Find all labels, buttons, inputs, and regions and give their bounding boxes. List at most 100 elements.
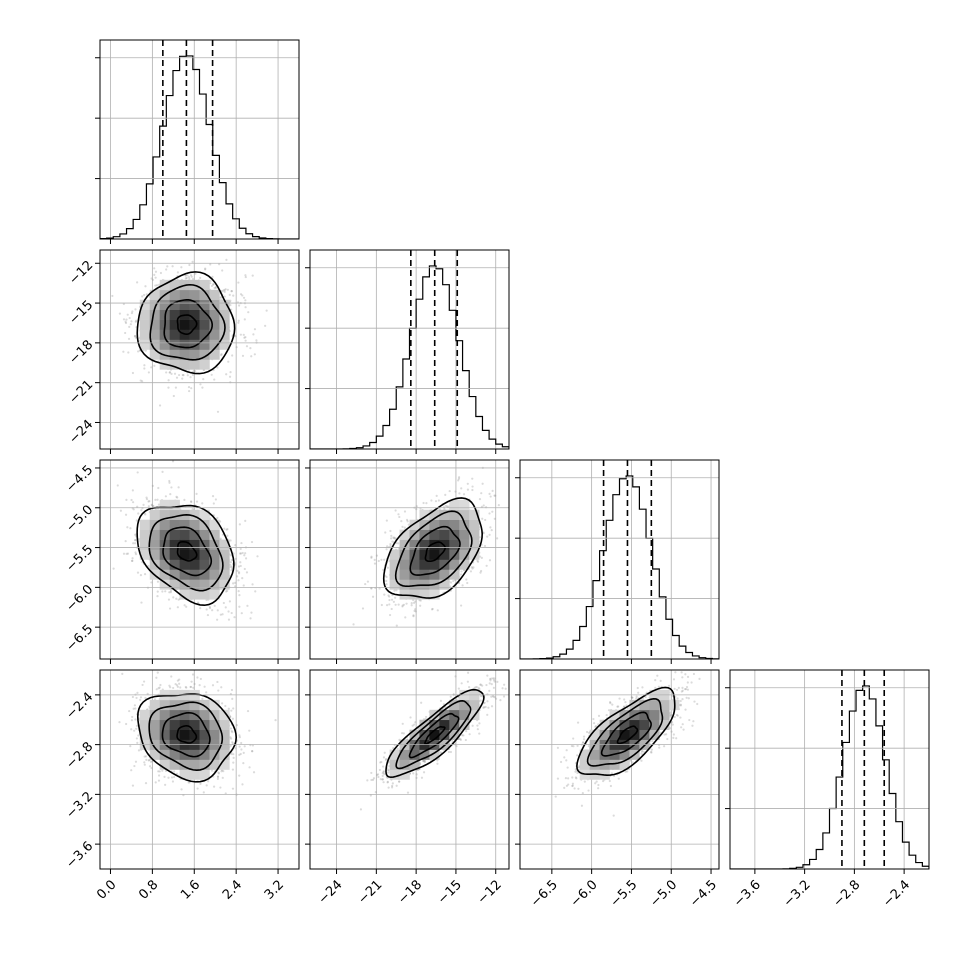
sample-point bbox=[168, 591, 171, 594]
sample-point bbox=[192, 686, 195, 689]
sample-point bbox=[385, 579, 388, 583]
density-cell bbox=[179, 569, 190, 580]
sample-point bbox=[435, 494, 438, 497]
sample-point bbox=[186, 374, 189, 377]
sample-point bbox=[392, 536, 395, 539]
sample-point bbox=[216, 618, 219, 621]
sample-point bbox=[388, 595, 391, 598]
density-cell bbox=[219, 579, 230, 590]
sample-point bbox=[126, 526, 129, 529]
density-cell bbox=[189, 509, 200, 520]
density-cell bbox=[159, 299, 170, 310]
sample-point bbox=[220, 352, 223, 356]
sample-point bbox=[206, 232, 208, 234]
sample-point bbox=[166, 265, 169, 268]
sample-point bbox=[209, 517, 212, 520]
sample-point bbox=[221, 776, 224, 779]
density-cell bbox=[189, 559, 200, 570]
sample-point bbox=[136, 505, 139, 508]
sample-point bbox=[249, 346, 252, 350]
sample-point bbox=[234, 557, 237, 560]
sample-point bbox=[250, 540, 254, 544]
sample-point bbox=[156, 580, 160, 583]
sample-point bbox=[410, 604, 413, 607]
sample-point bbox=[216, 680, 219, 684]
sample-point bbox=[204, 268, 207, 271]
sample-point bbox=[150, 581, 153, 584]
sample-point bbox=[385, 548, 388, 551]
sample-point bbox=[131, 501, 135, 504]
sample-point bbox=[154, 276, 157, 279]
sample-point bbox=[176, 271, 180, 274]
y-tick-label-1: −21 bbox=[66, 377, 96, 407]
sample-point bbox=[394, 509, 397, 512]
sample-point bbox=[145, 496, 148, 499]
sample-point bbox=[232, 582, 235, 585]
sample-point bbox=[245, 571, 249, 574]
sample-point bbox=[211, 275, 214, 279]
sample-point bbox=[389, 544, 392, 548]
density-cell bbox=[449, 539, 460, 550]
sample-point bbox=[419, 604, 422, 607]
sample-point bbox=[130, 498, 133, 502]
density-cell bbox=[409, 539, 420, 550]
sample-point bbox=[250, 611, 253, 614]
density-cell bbox=[219, 309, 230, 320]
sample-point bbox=[148, 500, 151, 503]
sample-point bbox=[216, 609, 219, 612]
sample-point bbox=[131, 784, 135, 787]
sample-point bbox=[373, 558, 376, 561]
density-cell bbox=[419, 559, 430, 570]
sample-point bbox=[157, 486, 160, 490]
sample-point bbox=[206, 613, 210, 617]
y-tick-label-4: −12 bbox=[66, 258, 96, 288]
sample-point bbox=[128, 325, 131, 328]
sample-point bbox=[239, 752, 242, 756]
sample-point bbox=[244, 274, 247, 277]
sample-point bbox=[462, 493, 466, 496]
sample-point bbox=[177, 598, 180, 601]
sample-point bbox=[238, 523, 241, 526]
sample-point bbox=[256, 555, 259, 558]
sample-point bbox=[235, 346, 238, 349]
panel-0-0 bbox=[95, 39, 300, 244]
sample-point bbox=[406, 520, 409, 523]
sample-point bbox=[237, 571, 241, 574]
density-cell bbox=[399, 579, 410, 590]
density-cell bbox=[189, 579, 200, 590]
sample-point bbox=[394, 596, 397, 599]
sample-point bbox=[187, 385, 191, 389]
sample-point bbox=[174, 386, 178, 389]
sample-point bbox=[124, 539, 127, 543]
sample-point bbox=[141, 683, 144, 687]
density-cell bbox=[449, 509, 460, 520]
sample-point bbox=[419, 599, 422, 602]
sample-point bbox=[158, 404, 162, 407]
sample-point bbox=[384, 531, 387, 534]
sample-point bbox=[159, 683, 162, 687]
density-cell bbox=[419, 549, 430, 560]
sample-point bbox=[237, 304, 241, 307]
density-cell bbox=[389, 569, 400, 580]
sample-point bbox=[448, 489, 451, 493]
density-cell bbox=[189, 349, 200, 360]
sample-point bbox=[414, 608, 417, 611]
density-cell bbox=[199, 289, 210, 301]
sample-point bbox=[480, 492, 483, 495]
density-cell bbox=[169, 339, 180, 350]
density-cell bbox=[169, 299, 180, 310]
sample-point bbox=[146, 692, 149, 695]
sample-point bbox=[204, 267, 207, 270]
density-cell bbox=[409, 559, 420, 570]
density-cell bbox=[219, 549, 230, 560]
sample-point bbox=[393, 589, 396, 592]
sample-point bbox=[125, 318, 128, 321]
sample-point bbox=[414, 610, 417, 613]
sample-point bbox=[226, 534, 229, 537]
density-cell bbox=[459, 549, 470, 560]
density-cell bbox=[149, 529, 160, 540]
density-cell bbox=[459, 539, 470, 550]
density-cell bbox=[209, 349, 220, 360]
sample-point bbox=[216, 410, 220, 413]
sample-point bbox=[264, 324, 267, 327]
